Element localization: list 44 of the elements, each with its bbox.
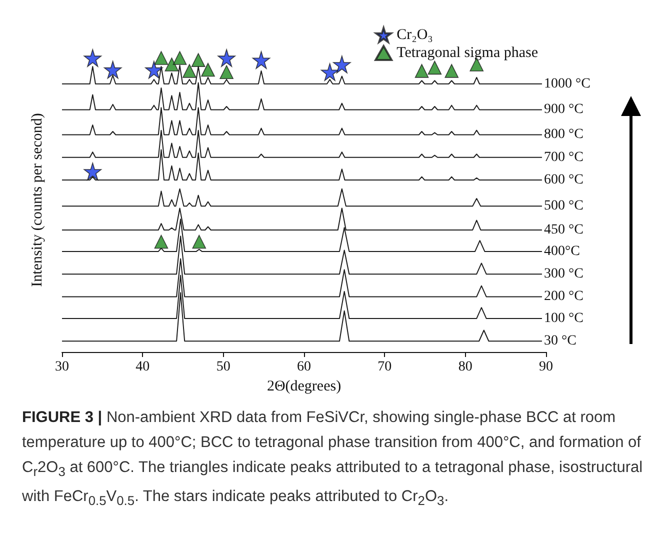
x-tick-label: 90 xyxy=(539,360,553,374)
x-tick-label: 30 xyxy=(55,360,69,374)
x-tick-label: 60 xyxy=(297,360,311,374)
series-label: 600 °C xyxy=(544,172,584,188)
point xyxy=(172,51,187,65)
point xyxy=(218,49,236,67)
series-label: 100 °C xyxy=(544,310,584,326)
x-tick-label: 50 xyxy=(216,360,230,374)
point xyxy=(201,62,215,77)
x-tick-label: 80 xyxy=(458,360,472,374)
legend-label: Tetragonal sigma phase xyxy=(396,45,538,61)
point xyxy=(220,65,234,80)
point xyxy=(84,162,102,180)
point xyxy=(84,49,102,67)
point xyxy=(192,234,206,249)
series-label: 700 °C xyxy=(544,150,584,165)
x-tick-label: 40 xyxy=(136,360,150,374)
series-label: 1000 °C xyxy=(544,76,590,92)
series-label: 900 °C xyxy=(544,102,584,118)
point xyxy=(154,234,168,249)
y-axis-title: Intensity (counts per second) xyxy=(30,113,46,287)
series-label: 300 °C xyxy=(544,266,584,282)
text: FIGURE 3 | xyxy=(22,409,102,426)
point xyxy=(104,60,122,79)
series-label: 800 °C xyxy=(544,127,584,142)
point xyxy=(191,53,206,67)
x-axis-title: 2Θ(degrees) xyxy=(266,378,342,394)
legend-label: Cr₂O₃ xyxy=(396,27,433,43)
series-label: 400°C xyxy=(544,244,580,259)
point xyxy=(154,51,168,65)
point xyxy=(252,51,270,69)
point xyxy=(145,60,163,79)
point xyxy=(333,56,351,74)
point xyxy=(414,64,429,78)
series-label: 200 °C xyxy=(544,289,584,304)
point xyxy=(182,64,196,78)
x-tick-label: 70 xyxy=(378,360,392,374)
point xyxy=(444,64,459,78)
series-label: 450 °C xyxy=(544,222,584,238)
series-label: 30 °C xyxy=(544,334,576,349)
point xyxy=(320,63,339,82)
series-label: 500 °C xyxy=(544,198,584,214)
point xyxy=(428,60,442,75)
point xyxy=(164,58,179,72)
